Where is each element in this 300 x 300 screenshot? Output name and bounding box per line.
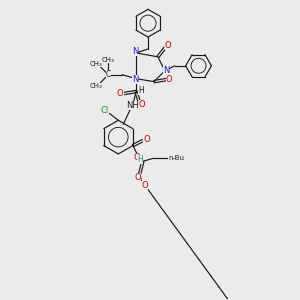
Text: H: H [138, 86, 144, 95]
Text: N: N [132, 47, 138, 56]
Text: CH₃: CH₃ [90, 82, 103, 88]
Text: Cl: Cl [100, 106, 109, 115]
Text: O: O [134, 153, 140, 162]
Text: N: N [163, 66, 169, 75]
Text: O: O [117, 89, 124, 98]
Text: O: O [139, 100, 146, 109]
Text: O: O [143, 135, 150, 144]
Text: n-Bu: n-Bu [169, 155, 184, 161]
Text: H: H [137, 155, 143, 164]
Text: C: C [106, 70, 111, 79]
Text: O: O [166, 75, 172, 84]
Text: CH₃: CH₃ [102, 57, 115, 63]
Text: NH: NH [126, 101, 139, 110]
Text: O: O [134, 173, 141, 182]
Text: O: O [142, 181, 148, 190]
Text: O: O [164, 41, 171, 50]
Text: N: N [132, 75, 138, 84]
Text: CH₃: CH₃ [90, 61, 103, 67]
